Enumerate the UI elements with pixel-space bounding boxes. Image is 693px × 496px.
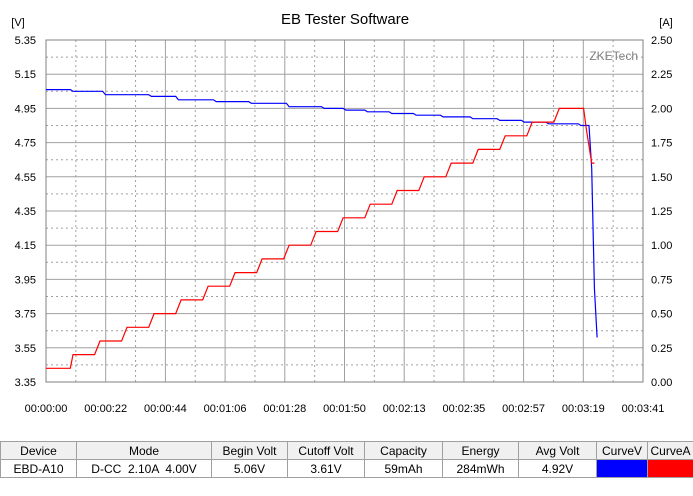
x-tick-label: 00:01:06 bbox=[204, 403, 247, 415]
left-tick-label: 3.55 bbox=[15, 343, 36, 355]
curve-a-color-swatch[interactable] bbox=[647, 459, 693, 478]
x-tick-label: 00:01:50 bbox=[323, 403, 366, 415]
cell-device: EBD-A10 bbox=[0, 459, 77, 478]
x-tick-label: 00:00:00 bbox=[25, 403, 68, 415]
left-tick-label: 5.15 bbox=[15, 69, 36, 81]
x-tick-label: 00:03:19 bbox=[562, 403, 605, 415]
right-tick-label: 1.00 bbox=[651, 240, 672, 252]
header-energy: Energy bbox=[442, 441, 519, 460]
cell-capacity: 59mAh bbox=[364, 459, 443, 478]
left-tick-label: 4.15 bbox=[15, 240, 36, 252]
right-tick-label: 0.50 bbox=[651, 309, 672, 321]
right-tick-label: 1.25 bbox=[651, 206, 672, 218]
left-tick-label: 3.35 bbox=[15, 377, 36, 389]
right-tick-label: 0.00 bbox=[651, 377, 672, 389]
left-tick-label: 4.35 bbox=[15, 206, 36, 218]
chart-title: EB Tester Software bbox=[281, 11, 409, 28]
cell-mode: D-CC 2.10A 4.00V bbox=[76, 459, 212, 478]
left-tick-label: 5.35 bbox=[15, 35, 36, 47]
header-capacity: Capacity bbox=[364, 441, 443, 460]
table-header-row: Device Mode Begin Volt Cutoff Volt Capac… bbox=[0, 441, 693, 460]
right-tick-label: 2.00 bbox=[651, 103, 672, 115]
right-tick-label: 0.75 bbox=[651, 274, 672, 286]
left-tick-label: 3.95 bbox=[15, 274, 36, 286]
curve-v-color-swatch[interactable] bbox=[596, 459, 648, 478]
cell-begin-volt: 5.06V bbox=[211, 459, 288, 478]
right-axis-ticks: 2.50 2.25 2.00 1.75 1.50 1.25 1.00 0.75 0.50 0.25… bbox=[651, 35, 672, 389]
series-line-curvea bbox=[46, 107, 595, 369]
x-tick-label: 00:01:28 bbox=[263, 403, 306, 415]
cell-energy: 284mWh bbox=[442, 459, 519, 478]
chart: EB Tester Software [V] [A] ZKETech 5.355… bbox=[0, 0, 693, 440]
header-begin-volt: Begin Volt bbox=[211, 441, 288, 460]
left-tick-label: 4.55 bbox=[15, 172, 36, 184]
header-mode: Mode bbox=[76, 441, 212, 460]
cell-cutoff-volt: 3.61V bbox=[287, 459, 365, 478]
info-table: Device Mode Begin Volt Cutoff Volt Capac… bbox=[0, 441, 693, 478]
x-tick-label: 00:00:44 bbox=[144, 403, 187, 415]
grid bbox=[45, 39, 644, 383]
table-row: EBD-A10 D-CC 2.10A 4.00V 5.06V 3.61V 59m… bbox=[0, 459, 693, 478]
left-tick-label: 4.75 bbox=[15, 138, 36, 150]
header-device: Device bbox=[0, 441, 77, 460]
series-layer bbox=[46, 88, 598, 369]
x-axis-ticks: 00:00:00 00:00:22 00:00:44 00:01:06 00:01:28… bbox=[25, 403, 665, 415]
right-tick-label: 0.25 bbox=[651, 343, 672, 355]
left-axis-ticks: 5.35 5.15 4.95 4.75 4.55 4.35 4.15 3.95 3.75 3.55… bbox=[15, 35, 36, 389]
right-tick-label: 2.25 bbox=[651, 69, 672, 81]
right-tick-label: 2.50 bbox=[651, 35, 672, 47]
right-tick-label: 1.75 bbox=[651, 138, 672, 150]
x-tick-label: 00:02:13 bbox=[383, 403, 426, 415]
watermark: ZKETech bbox=[589, 49, 638, 63]
x-tick-label: 00:02:35 bbox=[442, 403, 485, 415]
right-axis-unit: [A] bbox=[659, 17, 672, 29]
header-curve-a: CurveA bbox=[647, 441, 693, 460]
header-curve-v: CurveV bbox=[596, 441, 648, 460]
cell-avg-volt: 4.92V bbox=[518, 459, 597, 478]
right-tick-label: 1.50 bbox=[651, 172, 672, 184]
chart-background bbox=[0, 0, 693, 440]
header-cutoff-volt: Cutoff Volt bbox=[287, 441, 365, 460]
header-avg-volt: Avg Volt bbox=[518, 441, 597, 460]
x-tick-label: 00:03:41 bbox=[622, 403, 665, 415]
left-tick-label: 3.75 bbox=[15, 309, 36, 321]
x-tick-label: 00:00:22 bbox=[84, 403, 127, 415]
left-axis-unit: [V] bbox=[11, 17, 24, 29]
x-tick-label: 00:02:57 bbox=[502, 403, 545, 415]
left-tick-label: 4.95 bbox=[15, 103, 36, 115]
plot-frame bbox=[45, 39, 644, 383]
